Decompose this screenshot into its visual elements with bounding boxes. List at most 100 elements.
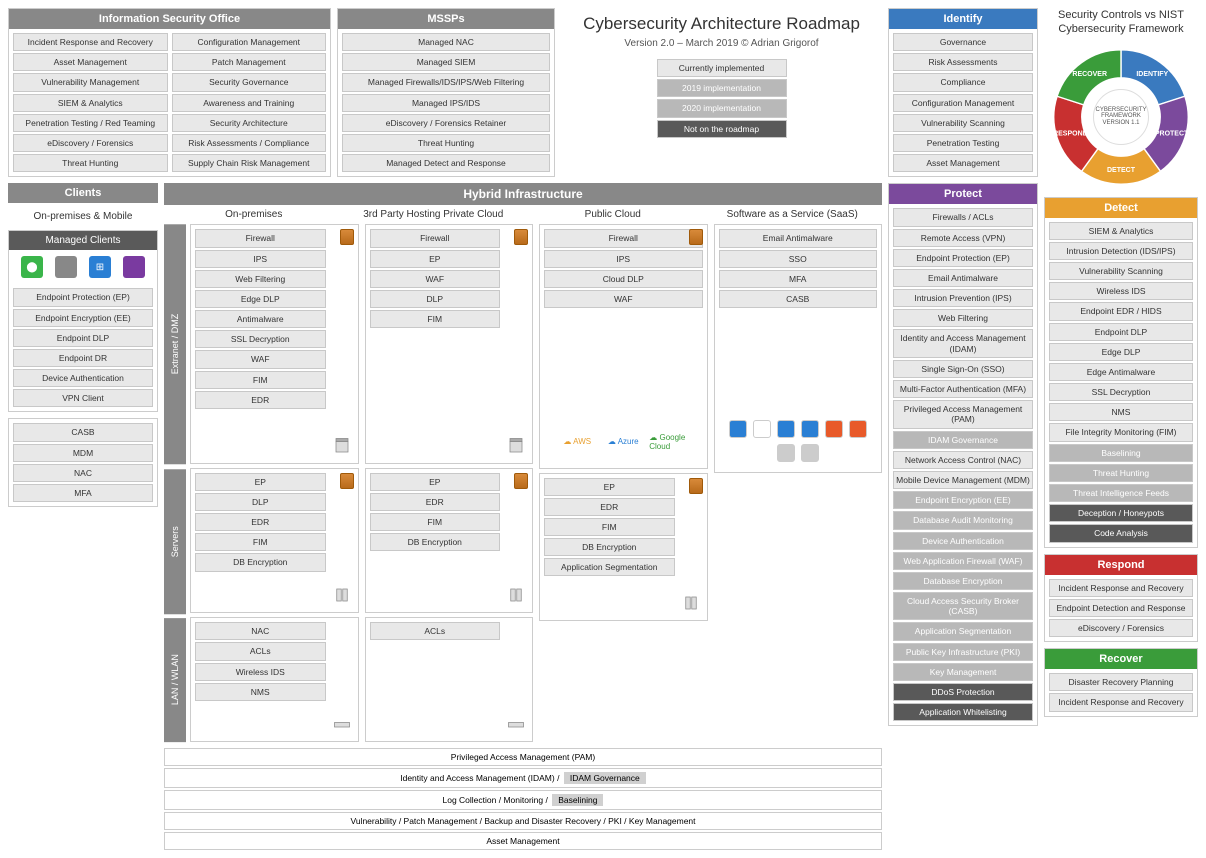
pill-item: Governance	[893, 33, 1033, 51]
hybrid-col-header: 3rd Party Hosting Private Cloud	[344, 209, 524, 220]
svg-text:IDENTIFY: IDENTIFY	[1136, 70, 1168, 77]
pill-item: FIM	[195, 371, 326, 389]
pill-item: CASB	[13, 423, 153, 441]
pill-item: IPS	[544, 250, 703, 268]
pill-item: Single Sign-On (SSO)	[893, 360, 1033, 378]
pill-item: Asset Management	[893, 154, 1033, 172]
bar-log: Log Collection / Monitoring / Baselining	[164, 790, 882, 810]
pill-item: Antimalware	[195, 310, 326, 328]
pill-item: Privileged Access Management (PAM)	[893, 400, 1033, 428]
pill-item: Firewalls / ACLs	[893, 208, 1033, 226]
firewall-icon	[340, 473, 354, 489]
svg-text:PROTECT: PROTECT	[1155, 130, 1189, 137]
page-title: Cybersecurity Architecture Roadmap	[583, 14, 860, 34]
os-icon: ⬤	[21, 256, 43, 278]
pill-item: EP	[370, 250, 501, 268]
pill-item: Managed Detect and Response	[342, 154, 550, 172]
pill-item: Penetration Testing	[893, 134, 1033, 152]
pill-item: EP	[370, 473, 501, 491]
saas-logo	[849, 420, 867, 438]
saas-logo	[753, 420, 771, 438]
os-icons-row: ⬤⊞	[9, 250, 157, 284]
pill-item: IDAM Governance	[893, 431, 1033, 449]
nist-detect-header: Detect	[1045, 198, 1197, 218]
pill-item: Patch Management	[172, 53, 327, 71]
pub-srv-box: EPEDRFIMDB EncryptionApplication Segment…	[539, 473, 708, 621]
pill-item: WAF	[370, 270, 501, 288]
pill-item: Endpoint Detection and Response	[1049, 599, 1193, 617]
saas-logo	[777, 420, 795, 438]
pill-item: Managed SIEM	[342, 53, 550, 71]
firewall-icon	[340, 229, 354, 245]
pill-item: Incident Response and Recovery	[1049, 693, 1193, 711]
bottom-bars: Privileged Access Management (PAM) Ident…	[164, 748, 882, 850]
pill-item: FIM	[370, 513, 501, 531]
gcp-logo: ☁ Google Cloud	[649, 428, 689, 456]
pill-item: NMS	[195, 683, 326, 701]
pill-item: MDM	[13, 444, 153, 462]
server-icon	[504, 229, 528, 458]
pill-item: Endpoint DLP	[13, 329, 153, 347]
legend-current: Currently implemented	[657, 59, 787, 77]
onprem-dmz-box: FirewallIPSWeb FilteringEdge DLPAntimalw…	[190, 224, 359, 463]
managed-clients-section: Managed Clients ⬤⊞ Endpoint Protection (…	[8, 230, 158, 412]
pill-item: Incident Response and Recovery	[13, 33, 168, 51]
pub-dmz-box: FirewallIPSCloud DLPWAF ☁ AWS ☁ Azure ☁ …	[539, 224, 708, 468]
saas-box: Email AntimalwareSSOMFACASB	[714, 224, 883, 473]
pill-item: Cloud DLP	[544, 270, 703, 288]
svg-text:RESPOND: RESPOND	[1053, 130, 1088, 137]
pill-item: Web Filtering	[195, 270, 326, 288]
aws-logo: ☁ AWS	[557, 428, 597, 456]
pill-item: WAF	[195, 350, 326, 368]
pill-item: Remote Access (VPN)	[893, 229, 1033, 247]
saas-logo	[801, 444, 819, 462]
pill-item: Deception / Honeypots	[1049, 504, 1193, 522]
server-icon	[504, 473, 528, 609]
firewall-icon	[689, 478, 703, 494]
svg-text:RECOVER: RECOVER	[1072, 70, 1107, 77]
pill-item: SSO	[719, 250, 878, 268]
saas-logo	[777, 444, 795, 462]
pill-item: DB Encryption	[195, 553, 326, 571]
hybrid-header: Hybrid Infrastructure	[164, 183, 882, 205]
pill-item: MFA	[719, 270, 878, 288]
legend-2020: 2020 implementation	[657, 99, 787, 117]
pill-item: EDR	[544, 498, 675, 516]
pill-item: Configuration Management	[172, 33, 327, 51]
pill-item: Disaster Recovery Planning	[1049, 673, 1193, 691]
vtab-extranet: Extranet / DMZ	[164, 224, 186, 464]
os-icon: ⊞	[89, 256, 111, 278]
pill-item: Web Filtering	[893, 309, 1033, 327]
pill-item: SSL Decryption	[195, 330, 326, 348]
nist-identify-section: Identify GovernanceRisk AssessmentsCompl…	[888, 8, 1038, 177]
pill-item: Edge DLP	[195, 290, 326, 308]
pill-item: Code Analysis	[1049, 524, 1193, 542]
saas-logo	[825, 420, 843, 438]
pill-item: NAC	[13, 464, 153, 482]
pill-item: EDR	[195, 391, 326, 409]
firewall-icon	[514, 229, 528, 245]
pill-item: Managed IPS/IDS	[342, 94, 550, 112]
nist-detect-section: Detect SIEM & AnalyticsIntrusion Detecti…	[1044, 197, 1198, 548]
pill-item: Threat Hunting	[342, 134, 550, 152]
pill-item: Email Antimalware	[719, 229, 878, 247]
pill-item: MFA	[13, 484, 153, 502]
pill-item: EP	[544, 478, 675, 496]
pill-item: Application Whitelisting	[893, 703, 1033, 721]
pill-item: Mobile Device Management (MDM)	[893, 471, 1033, 489]
pill-item: File Integrity Monitoring (FIM)	[1049, 423, 1193, 441]
firewall-icon	[689, 229, 703, 245]
legend-2019: 2019 implementation	[657, 79, 787, 97]
pill-item: Firewall	[195, 229, 326, 247]
clients-header: Clients	[8, 183, 158, 203]
pill-item: Application Segmentation	[544, 558, 675, 576]
pill-item: Device Authentication	[893, 532, 1033, 550]
pill-item: Wireless IDS	[1049, 282, 1193, 300]
pill-item: Edge Antimalware	[1049, 363, 1193, 381]
os-icon	[55, 256, 77, 278]
pill-item: Web Application Firewall (WAF)	[893, 552, 1033, 570]
version-text: Version 2.0 – March 2019 © Adrian Grigor…	[624, 38, 818, 49]
pill-item: FIM	[544, 518, 675, 536]
iso-header: Information Security Office	[9, 9, 330, 29]
pill-item: DB Encryption	[370, 533, 501, 551]
